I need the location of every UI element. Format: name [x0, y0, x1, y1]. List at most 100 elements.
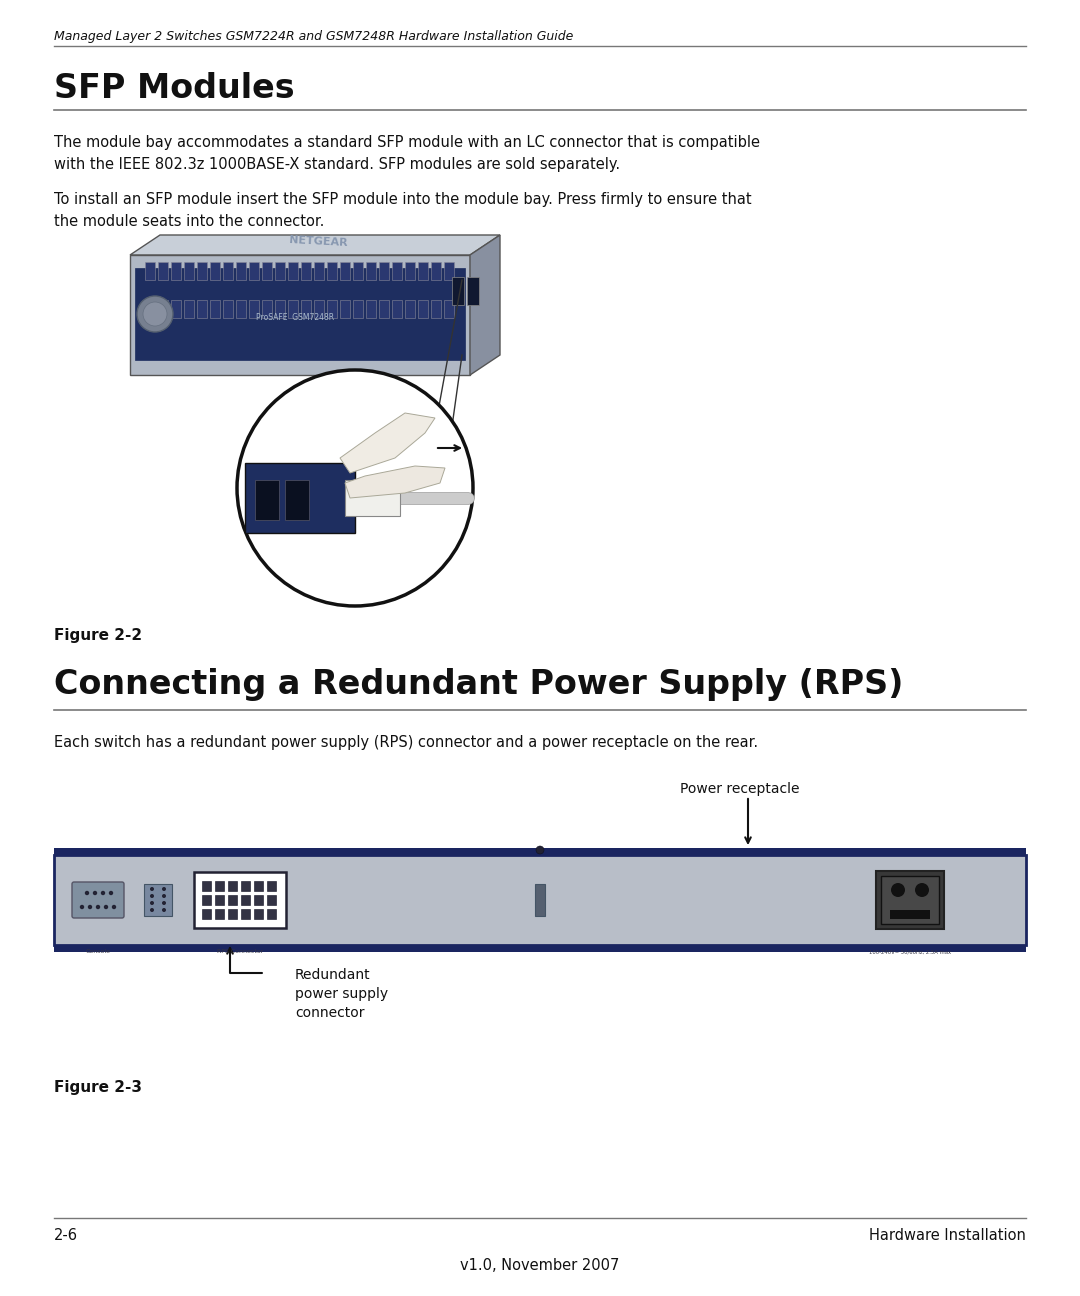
Bar — [228, 908, 237, 919]
Text: NETGEAR: NETGEAR — [288, 236, 348, 249]
Polygon shape — [345, 467, 445, 498]
Circle shape — [80, 905, 84, 910]
Bar — [275, 299, 285, 318]
Bar — [314, 262, 324, 280]
Bar — [54, 855, 1026, 945]
Bar — [145, 299, 156, 318]
Polygon shape — [130, 255, 470, 375]
Circle shape — [85, 890, 90, 896]
Bar — [267, 896, 276, 905]
Circle shape — [150, 908, 154, 912]
Text: Console: Console — [85, 949, 110, 954]
Bar — [327, 262, 337, 280]
Circle shape — [109, 890, 113, 896]
Circle shape — [150, 901, 154, 905]
Text: ProSAFE  GSM7248R: ProSAFE GSM7248R — [256, 314, 334, 323]
Bar — [54, 848, 1026, 855]
Bar — [392, 299, 402, 318]
Text: Figure 2-2: Figure 2-2 — [54, 629, 143, 643]
FancyBboxPatch shape — [72, 883, 124, 918]
Bar — [345, 480, 400, 516]
Bar — [431, 262, 441, 280]
Bar — [262, 262, 272, 280]
Bar — [392, 262, 402, 280]
Bar — [171, 262, 181, 280]
Circle shape — [93, 890, 97, 896]
Bar — [288, 299, 298, 318]
Text: Hardware Installation: Hardware Installation — [869, 1229, 1026, 1243]
Text: Connecting a Redundant Power Supply (RPS): Connecting a Redundant Power Supply (RPS… — [54, 667, 903, 701]
Bar — [327, 299, 337, 318]
Text: RPS Connector: RPS Connector — [217, 949, 264, 954]
Text: 2-6: 2-6 — [54, 1229, 78, 1243]
Bar — [405, 262, 415, 280]
Bar — [197, 299, 207, 318]
Bar — [453, 277, 464, 305]
Bar — [444, 262, 454, 280]
Bar — [405, 299, 415, 318]
Bar — [215, 908, 224, 919]
Circle shape — [150, 886, 154, 892]
Bar — [202, 896, 211, 905]
Bar — [353, 299, 363, 318]
Bar — [301, 299, 311, 318]
Text: Figure 2-3: Figure 2-3 — [54, 1080, 141, 1095]
Circle shape — [162, 901, 166, 905]
Bar — [241, 896, 249, 905]
Bar — [184, 262, 194, 280]
Bar — [254, 881, 264, 892]
Bar — [171, 299, 181, 318]
Bar — [245, 463, 355, 533]
Circle shape — [536, 846, 544, 854]
Circle shape — [162, 908, 166, 912]
Bar — [890, 910, 930, 919]
Circle shape — [162, 894, 166, 898]
Bar — [254, 908, 264, 919]
Bar — [418, 262, 428, 280]
Circle shape — [96, 905, 100, 910]
Circle shape — [150, 894, 154, 898]
Bar — [366, 262, 376, 280]
Bar — [54, 855, 1026, 945]
Bar — [144, 884, 172, 916]
Bar — [340, 262, 350, 280]
Bar — [262, 299, 272, 318]
Bar — [202, 881, 211, 892]
Bar — [184, 299, 194, 318]
Bar — [158, 299, 168, 318]
Circle shape — [915, 883, 929, 897]
Circle shape — [162, 886, 166, 892]
Bar — [535, 884, 545, 916]
Bar — [145, 262, 156, 280]
Bar — [275, 262, 285, 280]
Bar — [241, 908, 249, 919]
Bar — [197, 262, 207, 280]
Bar — [249, 262, 259, 280]
Bar — [379, 299, 389, 318]
Bar — [467, 277, 480, 305]
Bar — [255, 480, 279, 520]
Polygon shape — [340, 413, 435, 473]
Circle shape — [104, 905, 108, 910]
Polygon shape — [130, 235, 500, 255]
Bar — [301, 262, 311, 280]
Bar — [215, 896, 224, 905]
Circle shape — [137, 295, 173, 332]
Bar — [267, 881, 276, 892]
Circle shape — [891, 883, 905, 897]
Bar — [210, 299, 220, 318]
Text: Redundant
power supply
connector: Redundant power supply connector — [295, 968, 388, 1020]
Bar — [379, 262, 389, 280]
Bar — [158, 262, 168, 280]
Circle shape — [100, 890, 105, 896]
Bar — [288, 262, 298, 280]
Bar — [267, 908, 276, 919]
Bar — [202, 908, 211, 919]
Text: Power receptacle: Power receptacle — [680, 781, 799, 796]
Bar — [353, 262, 363, 280]
Bar — [237, 299, 246, 318]
Bar — [194, 872, 286, 928]
Bar — [876, 871, 944, 929]
Text: SFP Modules: SFP Modules — [54, 73, 295, 105]
Bar — [285, 480, 309, 520]
